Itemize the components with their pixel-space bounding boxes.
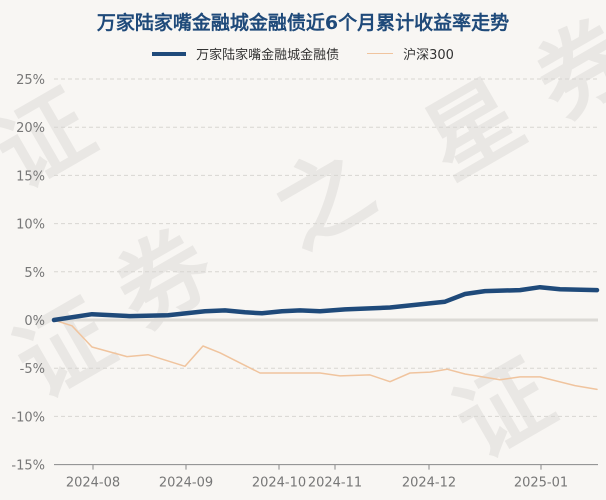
y-tick-label: -15% bbox=[11, 459, 45, 474]
watermark-glyph: 券 bbox=[518, 0, 606, 139]
x-tick-label: 2024-10 bbox=[252, 476, 306, 491]
series-line-index[interactable] bbox=[53, 319, 598, 391]
watermark-glyph: 证 bbox=[0, 70, 111, 209]
watermark-glyph: 券 bbox=[98, 210, 232, 349]
series-lines bbox=[51, 284, 600, 391]
y-tick-label: -5% bbox=[20, 362, 45, 377]
x-tick-label: 2024-08 bbox=[66, 476, 120, 491]
watermark-glyph: 星 bbox=[408, 60, 541, 199]
watermark-glyph: 证 bbox=[438, 340, 571, 479]
y-axis: 25% 20% 15% 10% 5% 0% -5% -10% -15% bbox=[11, 73, 45, 474]
y-tick-label: 10% bbox=[16, 218, 45, 233]
y-tick-label: 20% bbox=[16, 121, 45, 136]
y-tick-label: 0% bbox=[24, 314, 45, 329]
x-tick-label: 2025-01 bbox=[514, 476, 568, 491]
y-tick-label: 25% bbox=[16, 73, 45, 88]
chart-legend: 万家陆家嘴金融城金融债 沪深300 bbox=[0, 44, 606, 63]
legend-label-fund: 万家陆家嘴金融城金融债 bbox=[196, 48, 340, 63]
y-tick-label: -10% bbox=[11, 410, 45, 425]
series-line-fund[interactable] bbox=[51, 284, 600, 323]
legend-item-fund[interactable]: 万家陆家嘴金融城金融债 bbox=[152, 44, 339, 63]
x-tick-label: 2024-11 bbox=[308, 476, 362, 491]
x-tick-label: 2024-09 bbox=[159, 476, 213, 491]
watermark-glyph: 之 bbox=[258, 130, 391, 269]
y-tick-label: 15% bbox=[16, 169, 45, 184]
y-tick-label: 5% bbox=[24, 266, 45, 281]
legend-item-index[interactable]: 沪深300 bbox=[367, 44, 454, 63]
x-axis: 2024-08 2024-09 2024-10 2024-11 2024-12 2025-… bbox=[54, 464, 598, 491]
watermark-glyph: 证 bbox=[0, 280, 131, 419]
legend-swatch-index-icon bbox=[367, 53, 394, 54]
grid-lines bbox=[54, 78, 598, 417]
chart-title: 万家陆家嘴金融城金融债近6个月累计收益率走势 bbox=[96, 12, 510, 34]
x-tick-label: 2024-12 bbox=[402, 476, 456, 491]
legend-swatch-fund-icon bbox=[152, 51, 187, 56]
legend-label-index: 沪深300 bbox=[403, 48, 454, 63]
